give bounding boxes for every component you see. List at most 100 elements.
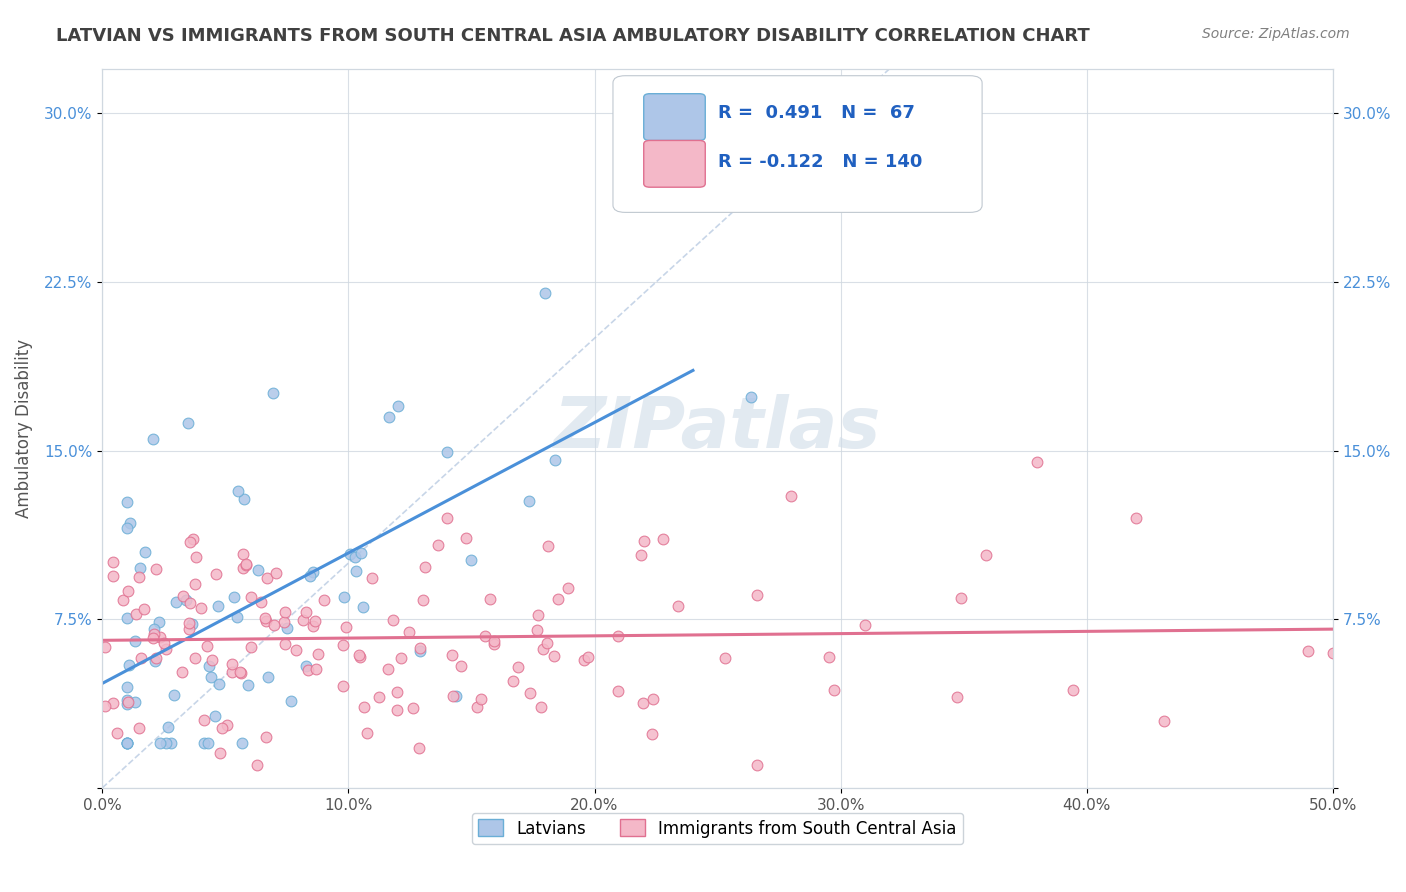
Point xyxy=(149,736,172,750)
Point xyxy=(264,566,287,581)
Point xyxy=(460,553,482,567)
Point xyxy=(145,562,167,576)
Point xyxy=(536,636,558,650)
Point xyxy=(427,538,450,552)
FancyBboxPatch shape xyxy=(644,94,706,140)
Point xyxy=(747,588,769,602)
Legend: Latvians, Immigrants from South Central Asia: Latvians, Immigrants from South Central … xyxy=(472,813,963,844)
Point xyxy=(297,663,319,677)
Point xyxy=(353,700,375,714)
Point xyxy=(502,673,524,688)
Point xyxy=(177,616,200,631)
Point xyxy=(179,622,201,636)
Point xyxy=(200,670,222,684)
Point xyxy=(666,599,689,613)
Point xyxy=(222,590,245,604)
Point xyxy=(474,629,496,643)
Point xyxy=(479,591,502,606)
Point xyxy=(93,699,115,714)
Point xyxy=(256,571,278,585)
Point xyxy=(156,720,179,734)
Point xyxy=(408,740,430,755)
Point xyxy=(190,600,212,615)
Point xyxy=(221,657,243,672)
Point xyxy=(254,614,277,628)
Point xyxy=(346,564,368,578)
Point xyxy=(125,607,148,621)
Point xyxy=(179,596,201,610)
Point xyxy=(209,746,232,760)
Point xyxy=(143,622,166,636)
Point xyxy=(714,651,737,665)
Point xyxy=(367,690,389,704)
Point xyxy=(298,569,321,583)
Point xyxy=(254,731,277,745)
Point xyxy=(450,658,472,673)
Point xyxy=(153,636,176,650)
Point xyxy=(508,659,530,673)
Text: LATVIAN VS IMMIGRANTS FROM SOUTH CENTRAL ASIA AMBULATORY DISABILITY CORRELATION : LATVIAN VS IMMIGRANTS FROM SOUTH CENTRAL… xyxy=(56,27,1090,45)
Point xyxy=(204,567,226,582)
Point xyxy=(547,592,569,607)
Point xyxy=(484,633,506,648)
Point xyxy=(250,595,273,609)
Point xyxy=(204,708,226,723)
Point xyxy=(232,547,254,561)
Point xyxy=(412,592,434,607)
Point xyxy=(165,594,187,608)
Point xyxy=(402,701,425,715)
Point xyxy=(305,662,328,676)
FancyBboxPatch shape xyxy=(613,76,983,212)
Point xyxy=(280,694,302,708)
Text: ZIPatlas: ZIPatlas xyxy=(554,393,882,463)
Point xyxy=(163,688,186,702)
Point xyxy=(177,416,200,430)
Point xyxy=(465,699,488,714)
Point xyxy=(607,629,630,643)
Point xyxy=(208,677,231,691)
Point xyxy=(631,697,654,711)
Point xyxy=(239,591,262,605)
Text: Source: ZipAtlas.com: Source: ZipAtlas.com xyxy=(1202,27,1350,41)
Point xyxy=(228,665,250,679)
Point xyxy=(302,565,325,579)
Point xyxy=(183,651,205,665)
Point xyxy=(652,532,675,546)
Point xyxy=(517,494,540,508)
Point xyxy=(201,653,224,667)
Point xyxy=(557,581,579,595)
Point xyxy=(349,648,371,662)
Point xyxy=(740,390,762,404)
Point xyxy=(176,593,198,607)
Point xyxy=(118,516,141,530)
Point xyxy=(949,591,972,606)
Point xyxy=(440,648,463,662)
Point xyxy=(236,678,259,692)
Point xyxy=(343,550,366,565)
Point xyxy=(160,736,183,750)
Point xyxy=(382,613,405,627)
Point xyxy=(246,758,269,772)
Point xyxy=(607,152,630,166)
Point xyxy=(630,549,652,563)
Point xyxy=(225,609,247,624)
Point xyxy=(226,483,249,498)
Point xyxy=(105,726,128,740)
Point xyxy=(197,736,219,750)
Point xyxy=(745,758,768,772)
Point xyxy=(193,736,215,750)
Point xyxy=(387,399,409,413)
Point xyxy=(129,561,152,575)
Point xyxy=(231,736,253,750)
Point xyxy=(115,521,138,535)
Point xyxy=(576,650,599,665)
Point xyxy=(115,736,138,750)
Point xyxy=(385,703,408,717)
Point xyxy=(229,665,252,680)
Point xyxy=(291,613,314,627)
Point xyxy=(124,694,146,708)
Point xyxy=(534,286,557,301)
Point xyxy=(115,736,138,750)
Point xyxy=(172,665,194,679)
Y-axis label: Ambulatory Disability: Ambulatory Disability xyxy=(15,339,32,517)
